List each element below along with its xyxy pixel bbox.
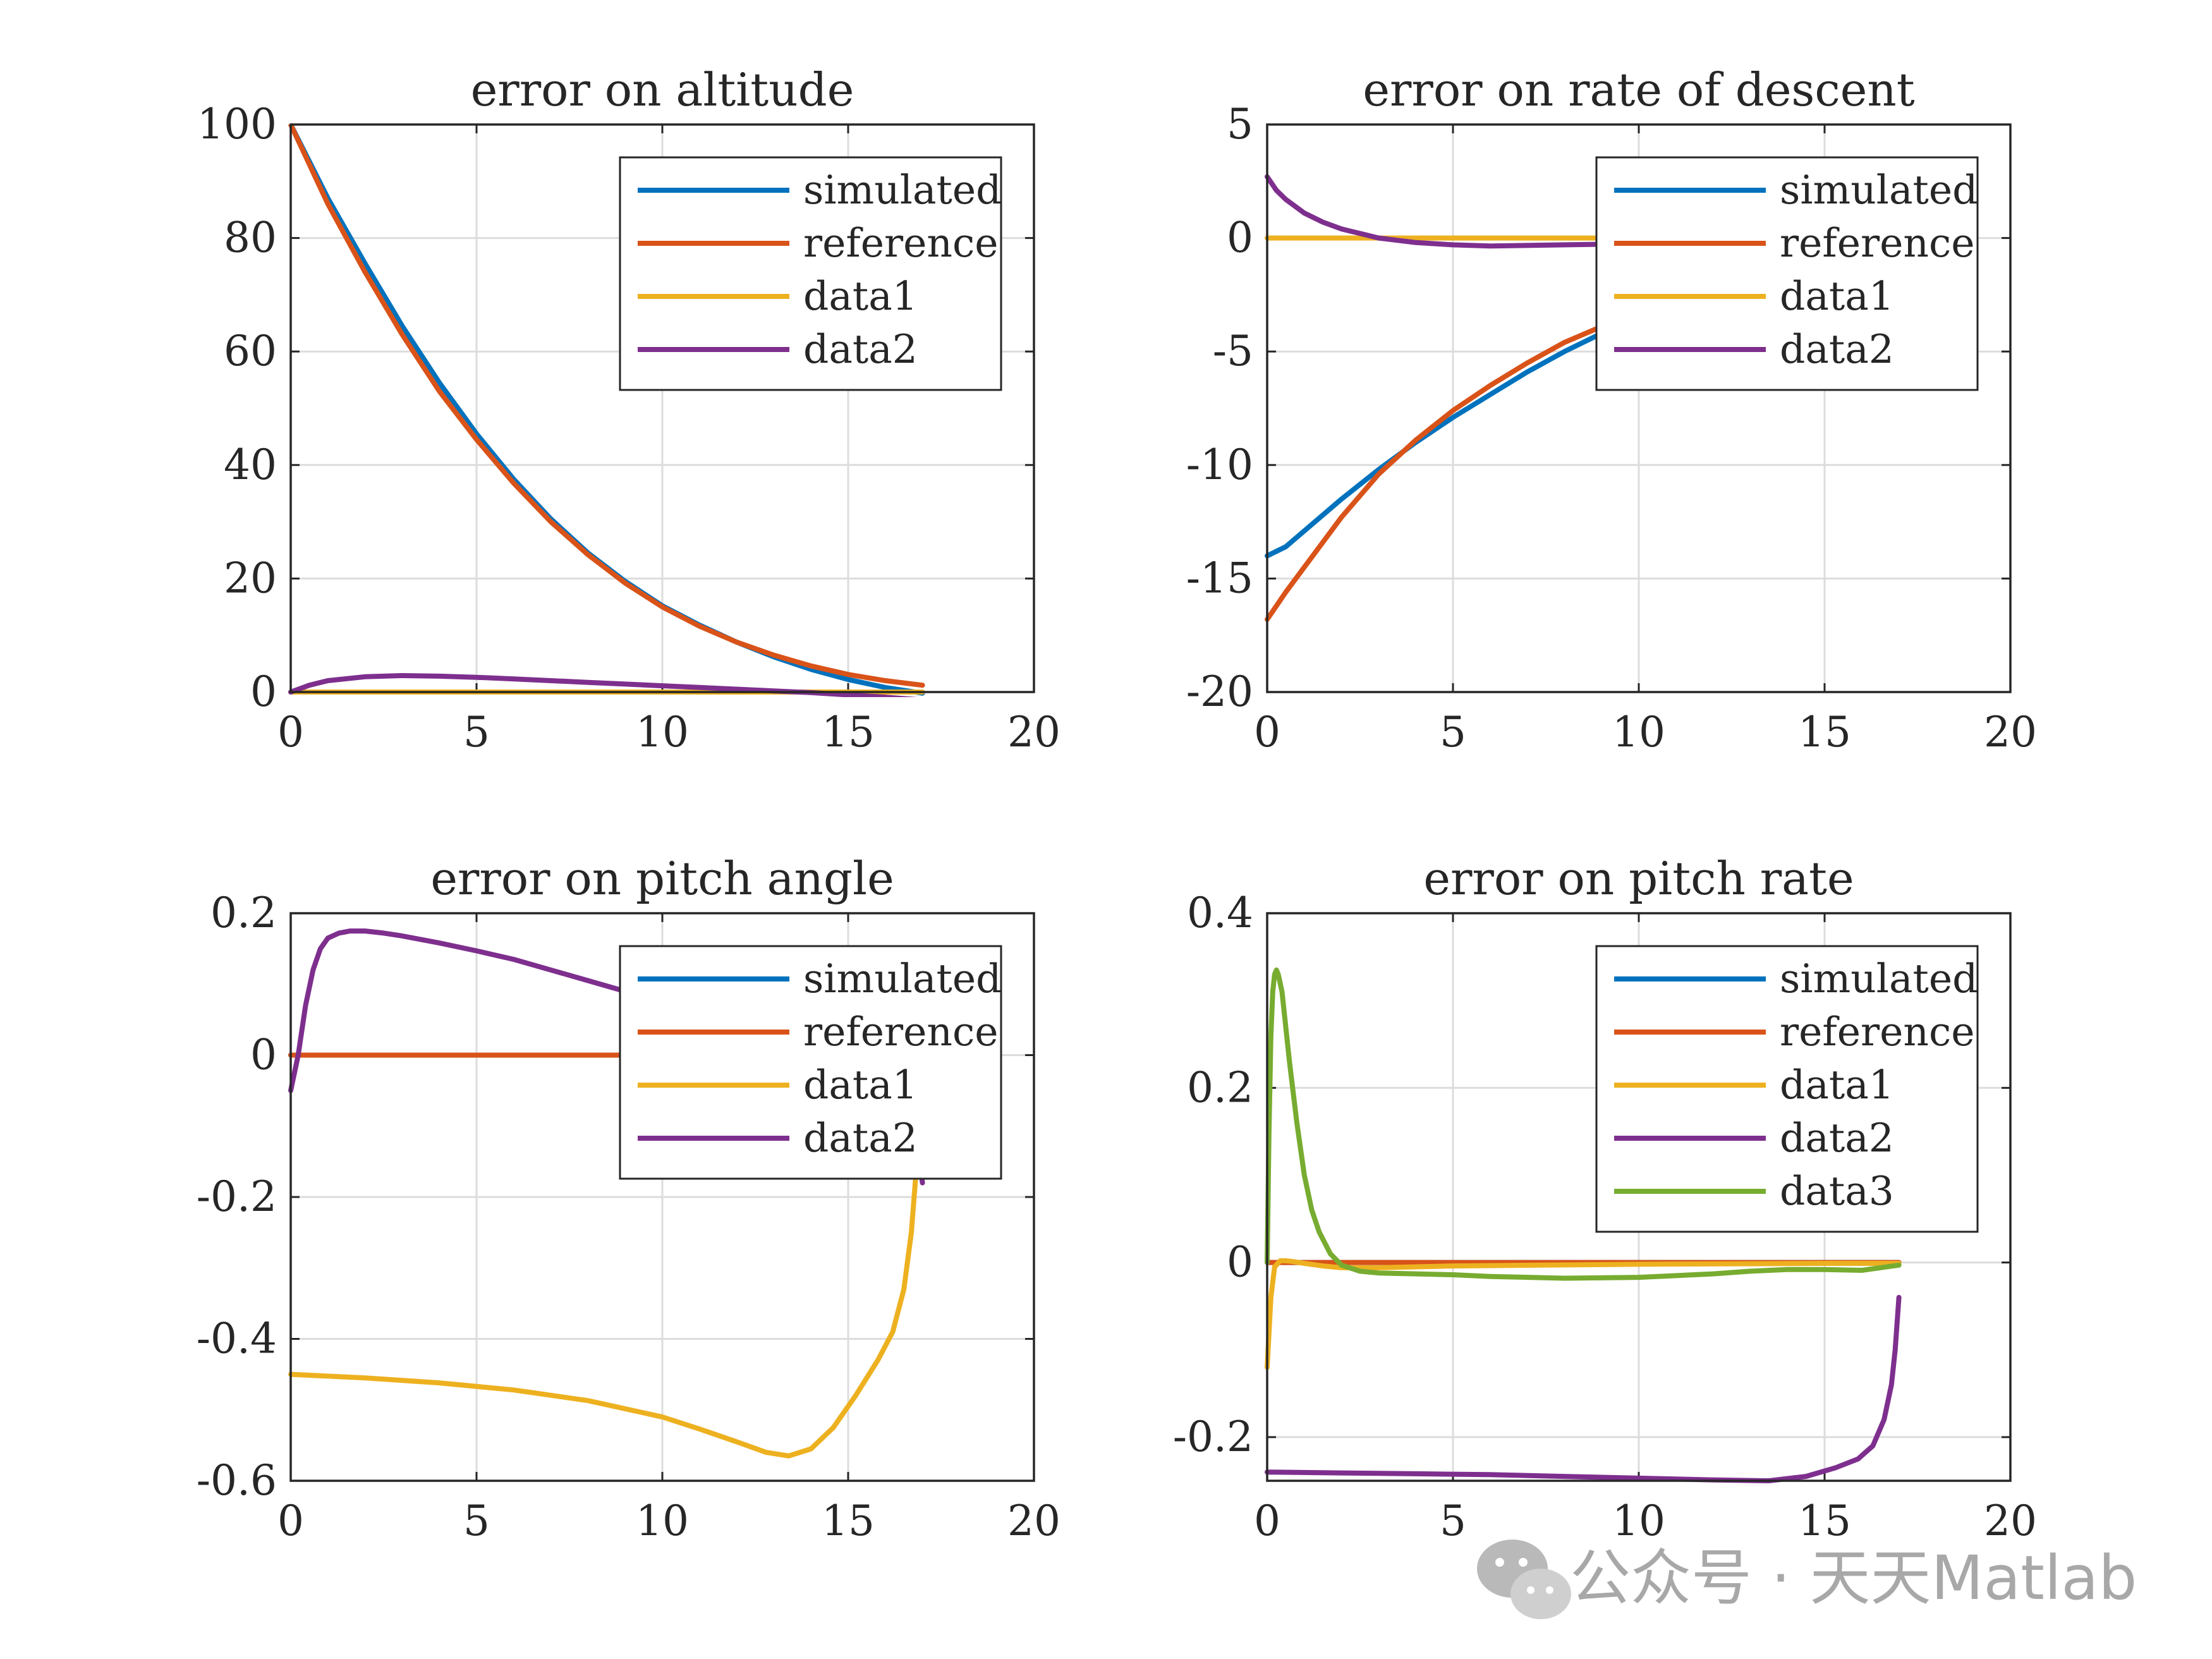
legend: simulated reference data1 data2 (619, 945, 1002, 1180)
y-tick-label: 0.2 (210, 889, 277, 937)
subplot-pitch-angle: 0 5 10 15 20 -0.6 -0.4 -0.2 0 0.2 error on pitch a… (197, 852, 1060, 1545)
x-tick-label: 0 (277, 1497, 304, 1545)
legend-label: data2 (803, 326, 918, 372)
y-tick-label: -0.2 (1173, 1413, 1253, 1461)
y-tick-label: 20 (224, 554, 277, 602)
y-tick-label: 0.2 (1187, 1063, 1253, 1112)
x-tick-label: 0 (1254, 1497, 1280, 1545)
y-tick-label: 0 (1227, 214, 1253, 262)
x-tick-label: 15 (822, 1497, 875, 1545)
x-tick-label: 10 (1612, 1497, 1665, 1545)
legend-label: data1 (1780, 273, 1894, 319)
legend-label: data2 (803, 1115, 918, 1161)
x-tick-label: 10 (636, 1497, 689, 1545)
watermark-text: 公众号 · 天天Matlab (1570, 1543, 2137, 1613)
legend: simulated reference data1 data2 data3 (1595, 945, 1979, 1233)
x-tick-label: 5 (1440, 1497, 1466, 1545)
y-tick-label: 5 (1227, 100, 1253, 149)
legend-label: data1 (803, 273, 918, 319)
y-tick-label: 100 (197, 100, 277, 149)
x-tick-label: 5 (1440, 708, 1466, 757)
legend-label: data2 (1780, 326, 1894, 372)
legend-label: reference (1780, 220, 1975, 266)
legend-box (1595, 945, 1979, 1233)
subplot-rate-of-descent: 0 5 10 15 20 -20 -15 -10 -5 0 5 error on rate of de… (1186, 63, 2037, 757)
legend-label: reference (803, 220, 999, 266)
series-line-data3 (1265, 967, 1902, 1281)
x-tick-label: 10 (1612, 708, 1665, 757)
legend: simulated reference data1 data2 (1595, 156, 1979, 391)
axes-frame (289, 912, 1035, 1482)
y-tick-label: 0.4 (1187, 889, 1253, 937)
x-tick-label: 15 (1798, 708, 1851, 757)
legend-label: simulated (803, 956, 1001, 1002)
series-group (1265, 967, 1902, 1483)
y-tick-label: -10 (1186, 441, 1253, 489)
y-tick-label: -0.2 (197, 1172, 277, 1221)
legend: simulated reference data1 data2 (619, 156, 1002, 391)
chart-title: error on pitch angle (430, 852, 894, 905)
x-tick-label: 15 (822, 708, 875, 757)
x-tick-label: 20 (1007, 708, 1060, 757)
y-tick-label: 0 (1227, 1238, 1253, 1287)
axes-frame (1266, 912, 2012, 1482)
chart-title: error on rate of descent (1363, 63, 1914, 116)
series-line-reference (288, 125, 925, 688)
legend-label: data1 (1780, 1062, 1894, 1108)
y-tick-label: 0 (250, 1031, 277, 1079)
legend-label: data2 (1780, 1115, 1894, 1161)
y-tick-label: 60 (224, 327, 277, 375)
x-tick-label: 0 (1254, 708, 1280, 757)
y-tick-label: 80 (224, 214, 277, 262)
x-tick-label: 5 (463, 1497, 490, 1545)
legend-label: reference (803, 1009, 999, 1055)
y-tick-label: 40 (224, 441, 277, 489)
x-tick-label: 20 (1984, 708, 2037, 757)
legend-label: simulated (803, 167, 1001, 213)
x-tick-label: 20 (1984, 1497, 2037, 1545)
legend-label: data1 (803, 1062, 918, 1108)
x-tick-label: 20 (1007, 1497, 1060, 1545)
series-line-data1 (288, 1038, 925, 1459)
chart-title: error on altitude (471, 63, 854, 116)
subplot-altitude: 0 5 10 15 20 0 20 40 60 80 100 error on altitude sim… (197, 63, 1060, 757)
y-tick-label: -15 (1186, 554, 1253, 602)
wechat-icon (1477, 1540, 1571, 1619)
legend-label: simulated (1780, 167, 1978, 213)
y-tick-label: -5 (1213, 327, 1253, 375)
axes-frame (1266, 123, 2012, 693)
series-line-data2 (1265, 1294, 1902, 1483)
legend-label: simulated (1780, 956, 1978, 1002)
y-tick-label: -0.4 (197, 1315, 277, 1363)
x-tick-label: 10 (636, 708, 689, 757)
legend-label: data3 (1780, 1168, 1894, 1214)
legend-label: reference (1780, 1009, 1975, 1055)
y-tick-label: 0 (250, 667, 277, 716)
x-tick-label: 0 (277, 708, 304, 757)
x-tick-label: 15 (1798, 1497, 1851, 1545)
watermark: 公众号 · 天天Matlab (1477, 1540, 2137, 1619)
axes-frame (289, 123, 1035, 693)
x-tick-label: 5 (463, 708, 490, 757)
y-tick-label: -0.6 (197, 1456, 277, 1505)
chart-title: error on pitch rate (1423, 852, 1854, 905)
series-line-data1 (1265, 1258, 1902, 1370)
y-tick-label: -20 (1186, 667, 1253, 716)
